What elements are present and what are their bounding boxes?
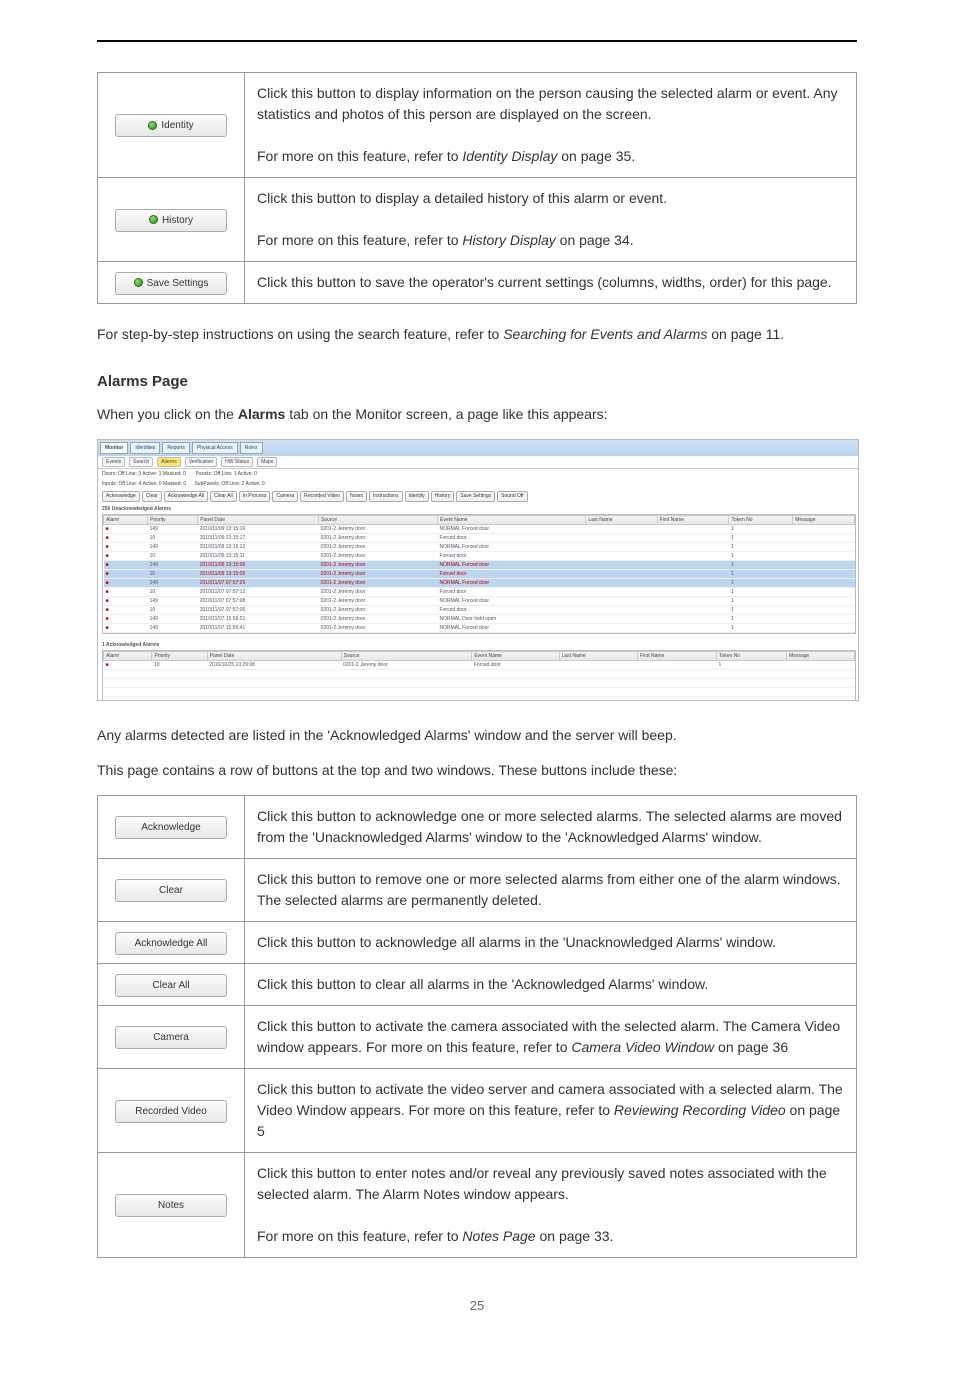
buttons-table-1: Identity Click this button to display inf… <box>97 72 857 304</box>
buttons-table-2: Acknowledge Click this button to acknowle… <box>97 795 857 1258</box>
camera-button: Camera <box>115 1026 227 1049</box>
shot-toolbar-button: Clear All <box>210 491 237 502</box>
shot-subtab: Events <box>102 457 125 467</box>
description-cell: Click this button to activate the camera… <box>245 1006 857 1069</box>
shot-toolbar-button: Save Settings <box>456 491 495 502</box>
para-detected: Any alarms detected are listed in the 'A… <box>97 725 857 746</box>
clear-button: Clear <box>115 879 227 902</box>
shot-tab: Monitor <box>100 442 128 454</box>
description-cell: Click this button to enter notes and/or … <box>245 1153 857 1258</box>
description-cell: Click this button to display information… <box>245 73 857 178</box>
shot-sub-tabs: Events Search Alarms Verification HW Status M… <box>98 456 858 469</box>
description-cell: Click this button to acknowledge all ala… <box>245 922 857 964</box>
shot-tab: Roles <box>240 442 263 454</box>
shot-toolbar-button: Camera <box>272 491 298 502</box>
shot-status-line1: Doors: Off Line: 3 Active: 1 Masked: 0 P… <box>98 469 858 479</box>
shot-tab: Identities <box>130 442 160 454</box>
description-cell: Click this button to activate the video … <box>245 1069 857 1153</box>
shot-grid2: AlarmPriorityPanel DateSourceEvent NameL… <box>102 650 856 701</box>
shot-toolbar-button: Identity <box>405 491 429 502</box>
shot-button-row: AcknowledgeClearAcknowledge AllClear All… <box>98 489 858 504</box>
clear-all-button: Clear All <box>115 974 227 997</box>
identity-button: Identity <box>115 114 227 137</box>
description-cell: Click this button to save the operator's… <box>245 262 857 304</box>
shot-toolbar-button: History <box>431 491 455 502</box>
description-cell: Click this button to acknowledge one or … <box>245 796 857 859</box>
green-dot-icon <box>149 215 158 224</box>
shot-toolbar-button: Acknowledge All <box>164 491 208 502</box>
para-search-ref: For step-by-step instructions on using t… <box>97 324 857 345</box>
shot-status-line2: Inputs: Off Line: 4 Active: 0 Masked: 0 … <box>98 479 858 489</box>
para-buttons-intro: This page contains a row of buttons at t… <box>97 760 857 781</box>
shot-subtab: Search <box>129 457 153 467</box>
acknowledge-button: Acknowledge <box>115 816 227 839</box>
shot-toolbar-button: In Process <box>239 491 271 502</box>
description-cell: Click this button to clear all alarms in… <box>245 964 857 1006</box>
shot-tab: Reports <box>162 442 190 454</box>
shot-toolbar-button: Recorded Video <box>300 491 344 502</box>
shot-grid1-title: 250 Unacknowledged Alarms <box>98 504 858 514</box>
shot-toolbar-button: Instructions <box>369 491 403 502</box>
shot-tab: Physical Access <box>192 442 238 454</box>
heading-alarms-page: Alarms Page <box>97 373 857 390</box>
shot-grid2-title: 1 Acknowledged Alarms <box>98 640 858 650</box>
notes-button: Notes <box>115 1194 227 1217</box>
description-cell: Click this button to remove one or more … <box>245 859 857 922</box>
shot-main-tabs: MonitorIdentitiesReportsPhysical AccessR… <box>98 440 858 456</box>
green-dot-icon <box>148 121 157 130</box>
acknowledge-all-button: Acknowledge All <box>115 932 227 955</box>
shot-toolbar-button: Clear <box>142 491 162 502</box>
recorded-video-button: Recorded Video <box>115 1100 227 1123</box>
shot-toolbar-button: Sound Off <box>497 491 527 502</box>
history-button: History <box>115 209 227 232</box>
shot-toolbar-button: Acknowledge <box>102 491 140 502</box>
description-cell: Click this button to display a detailed … <box>245 178 857 262</box>
shot-subtab: Verification <box>185 457 217 467</box>
top-rule <box>97 40 857 42</box>
green-dot-icon <box>134 278 143 287</box>
shot-subtab: HW Status <box>221 457 253 467</box>
shot-subtab: Alarms <box>157 457 181 467</box>
shot-grid1: AlarmPriorityPanel DateSourceEvent NameL… <box>102 514 856 634</box>
alarms-screenshot: MonitorIdentitiesReportsPhysical AccessR… <box>97 439 859 701</box>
para-alarms-intro: When you click on the Alarms tab on the … <box>97 404 857 425</box>
shot-toolbar-button: Notes <box>346 491 367 502</box>
save-settings-button: Save Settings <box>115 272 227 295</box>
page-number: 25 <box>97 1298 857 1313</box>
shot-subtab: Maps <box>257 457 277 467</box>
